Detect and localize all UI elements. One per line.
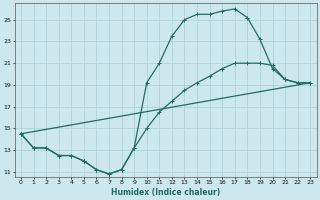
X-axis label: Humidex (Indice chaleur): Humidex (Indice chaleur) xyxy=(111,188,220,197)
